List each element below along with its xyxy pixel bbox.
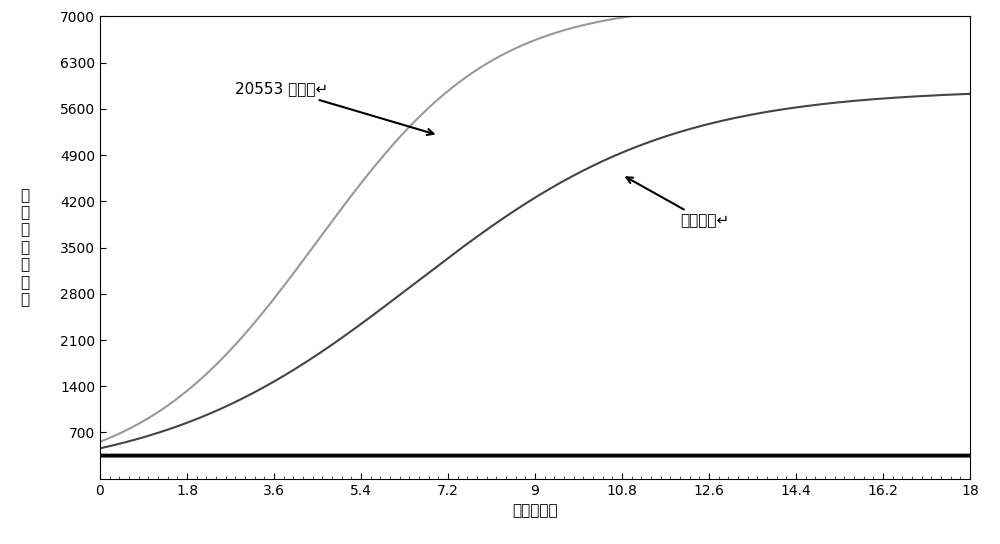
X-axis label: 时间（分）: 时间（分） — [512, 503, 558, 518]
Text: 阳性对照↵: 阳性对照↵ — [626, 177, 729, 228]
Text: 20553 标准株↵: 20553 标准株↵ — [235, 82, 433, 135]
Y-axis label: 荧
光
值
（
毫
伏
）: 荧 光 值 （ 毫 伏 ） — [21, 188, 30, 307]
